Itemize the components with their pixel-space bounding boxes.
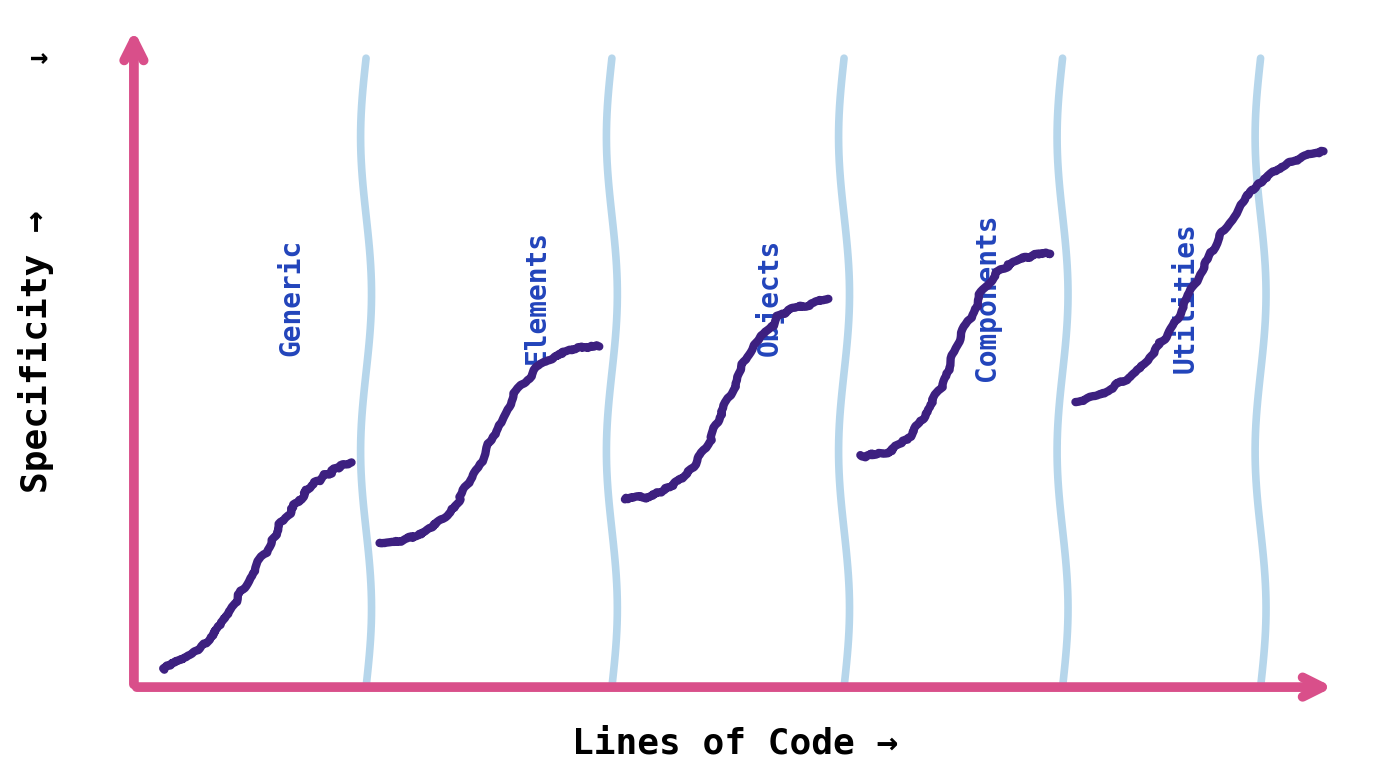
Text: Objects: Objects (754, 239, 783, 356)
Text: Lines of Code →: Lines of Code → (572, 726, 899, 760)
Text: Specificity →: Specificity → (18, 210, 54, 493)
Text: →: → (29, 44, 48, 73)
Text: Elements: Elements (522, 230, 551, 364)
Text: Utilities: Utilities (1172, 222, 1200, 373)
Text: Components: Components (973, 214, 1002, 381)
Text: Generic: Generic (278, 239, 305, 356)
